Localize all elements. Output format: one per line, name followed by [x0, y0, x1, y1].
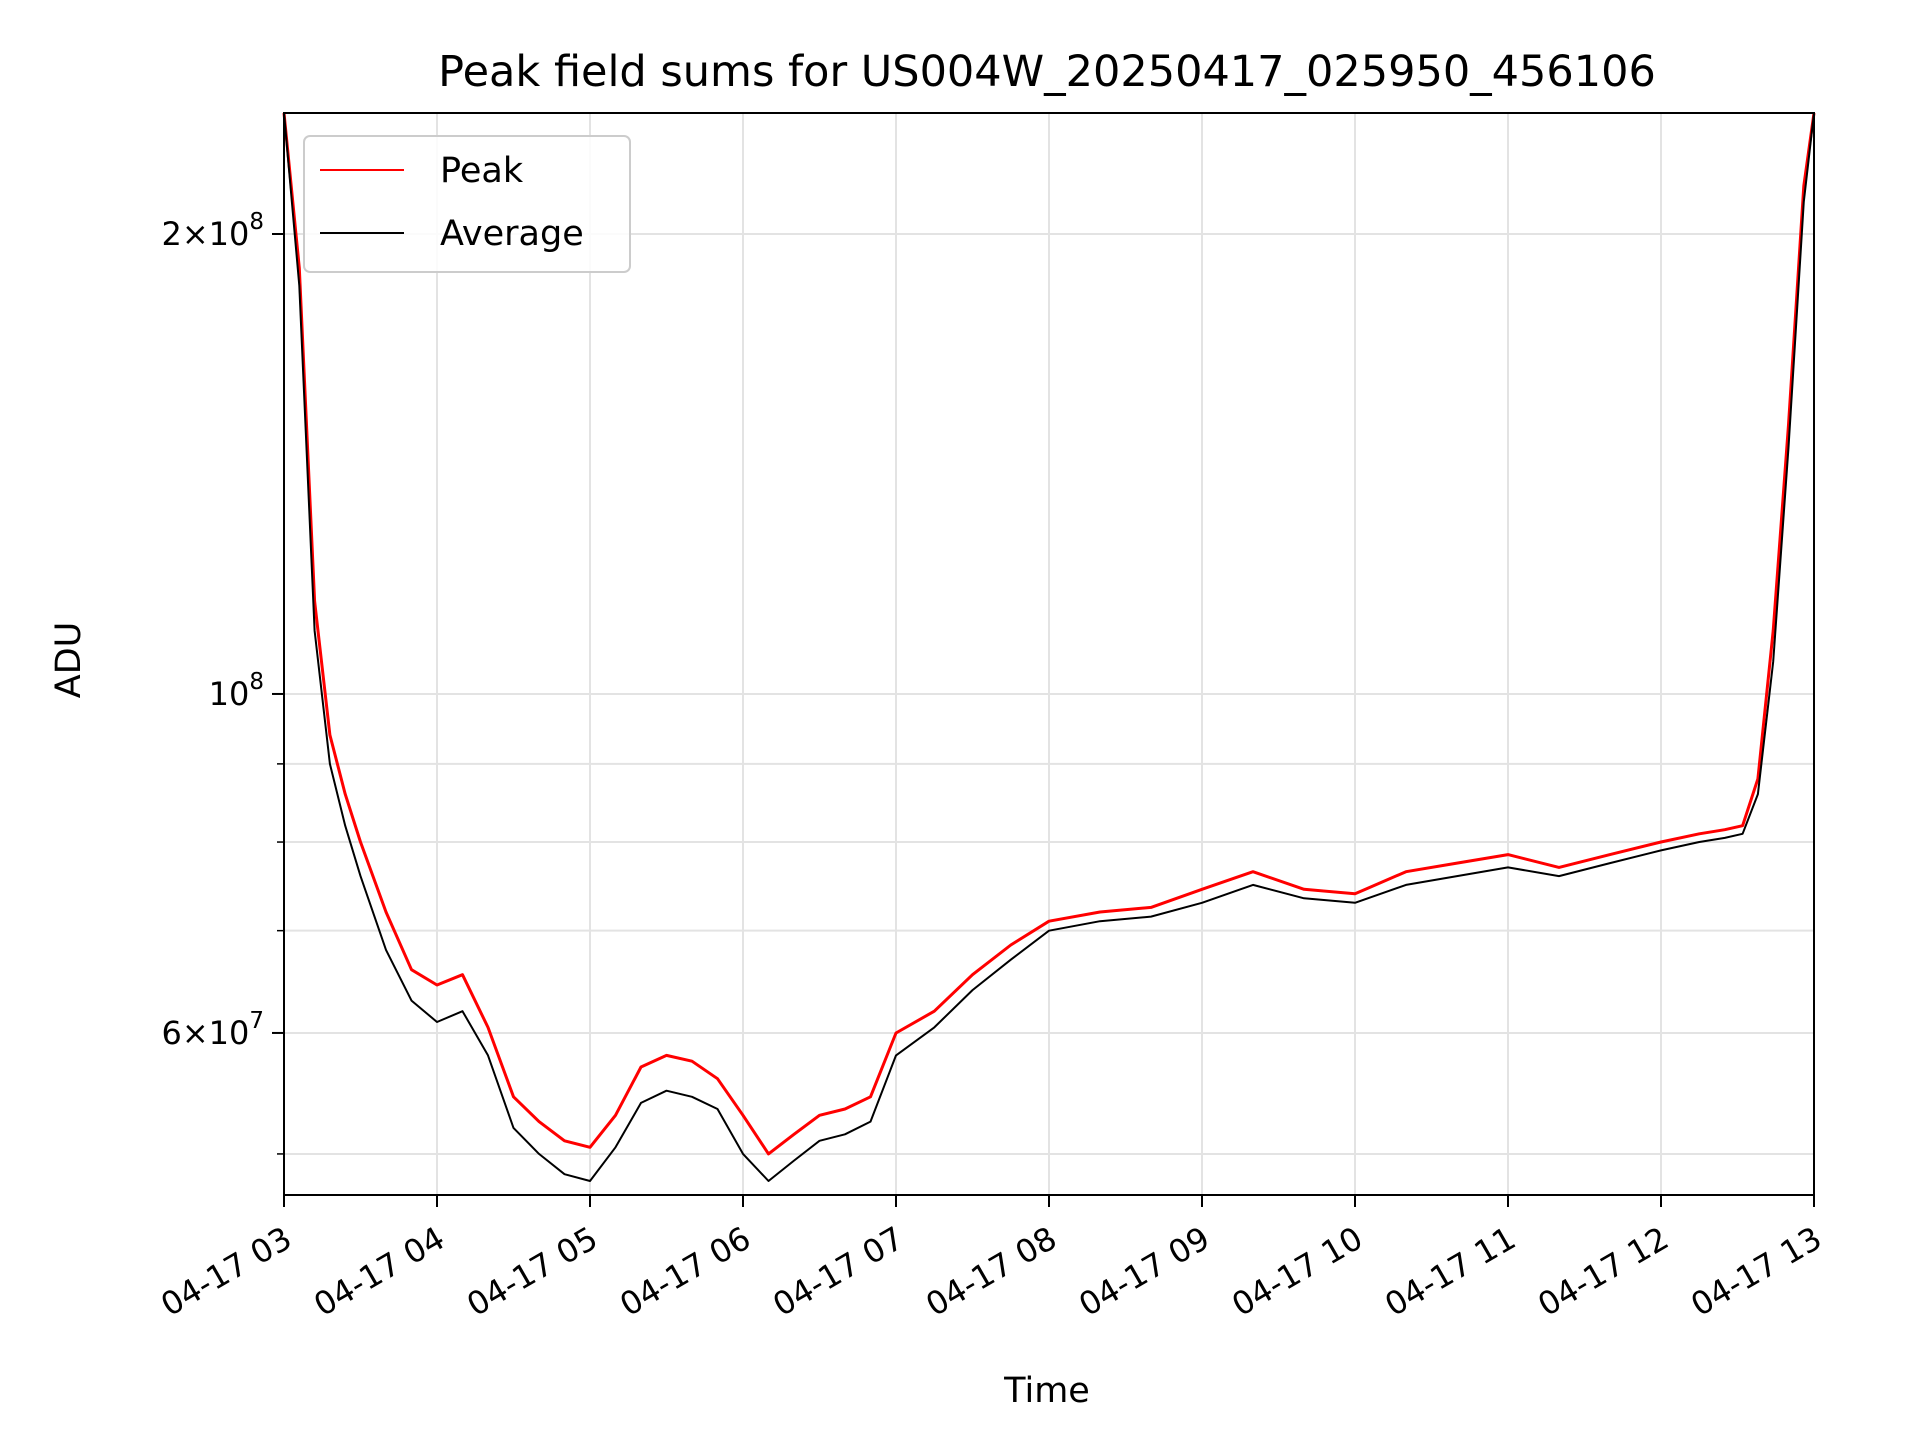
legend-label-peak: Peak [440, 151, 524, 191]
y-axis-ticks: 6×107 108 2×108 [161, 209, 284, 1155]
legend-label-average: Average [440, 214, 584, 254]
series-group [282, 112, 1816, 1182]
y-tick-label: 2×108 [161, 209, 264, 253]
y-tick-label: 6×107 [161, 1008, 264, 1052]
x-axis-label: Time [1003, 1371, 1090, 1411]
chart-title: Peak field sums for US004W_20250417_0259… [438, 47, 1656, 97]
legend: Peak Average [303, 135, 631, 273]
y-axis-label: ADU [49, 622, 89, 699]
series-line-average [283, 112, 1815, 1182]
y-tick-label: 108 [209, 669, 264, 713]
series-line-peak [282, 112, 1816, 1156]
